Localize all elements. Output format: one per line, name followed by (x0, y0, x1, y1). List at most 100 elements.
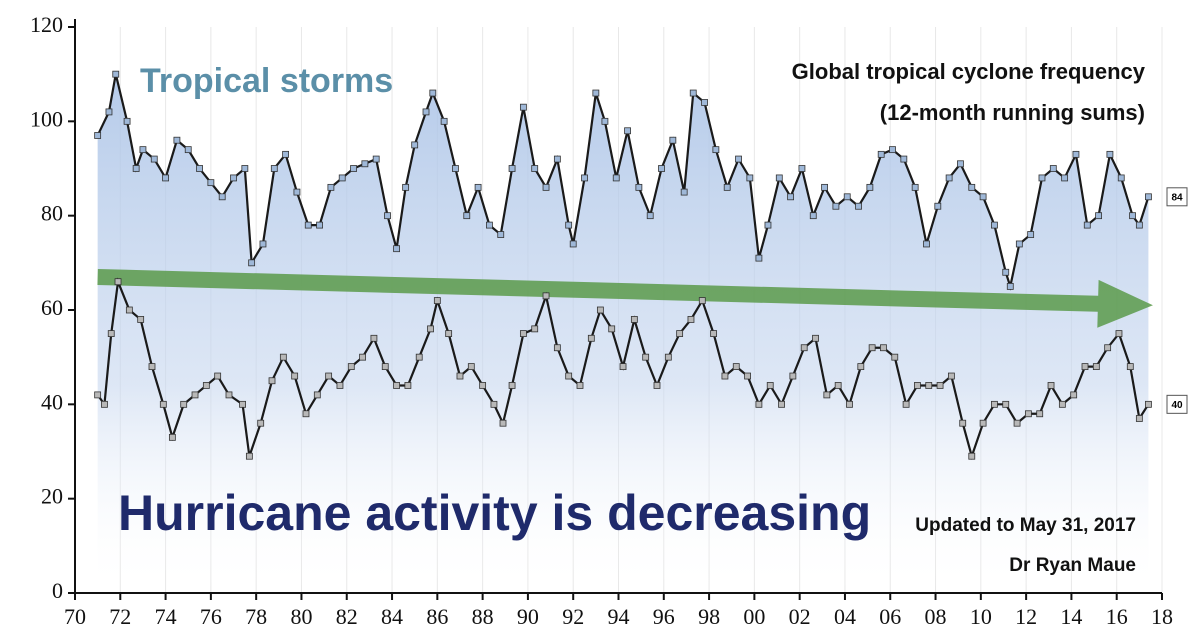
marker (979, 193, 987, 201)
marker (519, 103, 527, 111)
marker (1117, 174, 1125, 182)
x-tick-label: 70 (64, 604, 86, 629)
marker (456, 372, 464, 380)
marker (877, 150, 885, 158)
x-tick-label: 06 (879, 604, 901, 629)
marker (812, 334, 819, 342)
x-tick-label: 10 (970, 604, 992, 629)
x-tick-label: 74 (155, 604, 177, 629)
marker (1081, 363, 1089, 371)
marker (1135, 415, 1143, 422)
marker (914, 382, 921, 389)
marker (1072, 150, 1080, 158)
marker (230, 174, 237, 182)
marker (553, 344, 561, 352)
marker (202, 382, 210, 389)
marker (979, 419, 987, 427)
marker (359, 353, 367, 361)
marker (350, 165, 357, 172)
marker (809, 212, 817, 220)
marker (316, 221, 323, 229)
marker (427, 325, 434, 333)
marker (531, 165, 539, 172)
x-tick-label: 12 (1015, 604, 1037, 629)
marker (1145, 193, 1152, 201)
marker (327, 183, 335, 191)
marker (934, 202, 942, 210)
marker (868, 344, 876, 352)
marker (646, 212, 654, 220)
y-tick-label: 0 (52, 578, 63, 603)
y-tick-label: 20 (41, 484, 63, 509)
marker (404, 382, 412, 389)
update-note: Updated to May 31, 2017 (915, 515, 1136, 536)
marker (184, 146, 192, 154)
marker (565, 221, 573, 229)
marker (581, 174, 588, 182)
marker (755, 254, 763, 262)
marker (1070, 391, 1078, 399)
marker (576, 382, 584, 389)
marker (619, 363, 627, 371)
x-tick-label: 80 (290, 604, 312, 629)
marker (112, 70, 120, 78)
marker (490, 400, 498, 408)
marker (689, 89, 697, 97)
marker (440, 117, 448, 125)
marker (225, 391, 233, 399)
marker (1024, 410, 1032, 418)
x-tick-label: 92 (562, 604, 584, 629)
marker (712, 146, 720, 154)
end-label: 40 (1171, 400, 1183, 411)
marker (196, 165, 203, 172)
x-tick-label: 82 (336, 604, 358, 629)
chart-subtitle: (12-month running sums) (880, 100, 1145, 125)
marker (393, 382, 400, 389)
marker (764, 221, 772, 229)
x-tick-label: 04 (834, 604, 856, 629)
marker (422, 108, 430, 116)
marker (415, 353, 423, 361)
marker (94, 391, 102, 399)
marker (846, 400, 853, 408)
marker (1115, 330, 1123, 337)
marker (900, 155, 908, 163)
marker (433, 297, 441, 304)
trend-arrow (97, 268, 1153, 328)
marker (721, 372, 729, 380)
marker (1049, 165, 1057, 172)
marker (642, 353, 650, 361)
y-tick-label: 100 (30, 106, 63, 131)
marker (139, 146, 147, 154)
marker (891, 353, 899, 361)
x-tick-label: 02 (789, 604, 811, 629)
marker (467, 363, 475, 371)
marker (710, 330, 718, 337)
marker (499, 419, 507, 427)
marker (207, 179, 215, 187)
marker (282, 150, 290, 158)
marker (923, 240, 930, 248)
marker (1083, 221, 1091, 229)
marker (658, 165, 665, 172)
marker (991, 221, 998, 229)
marker (1058, 400, 1066, 408)
marker (257, 419, 265, 427)
marker (402, 183, 410, 191)
marker (911, 183, 919, 191)
marker (1129, 212, 1136, 220)
x-tick-label: 88 (472, 604, 494, 629)
marker (612, 174, 620, 182)
x-tick-label: 16 (1106, 604, 1128, 629)
marker (945, 174, 953, 182)
marker (302, 410, 310, 418)
marker (270, 165, 278, 172)
area (97, 74, 1149, 593)
marker (957, 160, 964, 168)
marker (218, 193, 226, 201)
marker (429, 89, 437, 97)
marker (304, 221, 312, 229)
marker (347, 363, 355, 371)
marker (1015, 240, 1023, 248)
marker (821, 183, 828, 191)
